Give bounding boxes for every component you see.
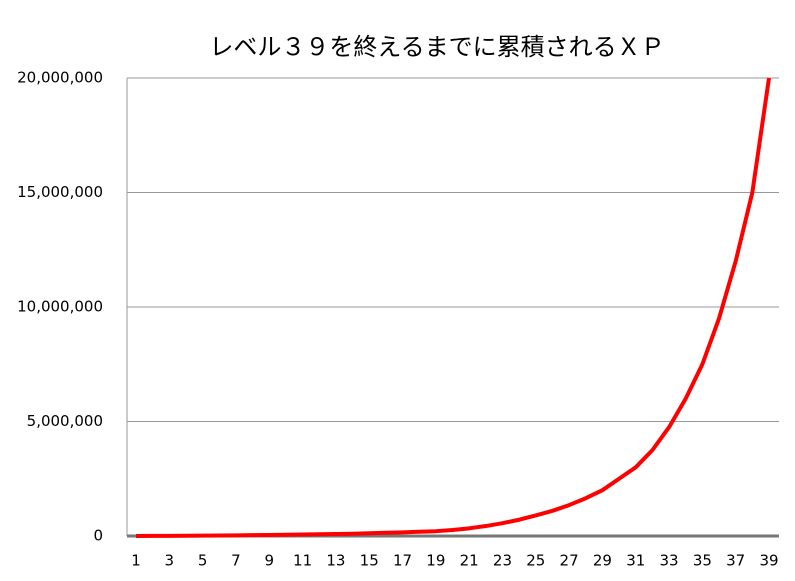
y-tick-label: 20,000,000 (17, 69, 103, 87)
x-tick-label: 23 (493, 552, 512, 570)
x-tick-label: 21 (460, 552, 479, 570)
x-tick-label: 3 (165, 552, 175, 570)
x-tick-label: 15 (360, 552, 379, 570)
y-tick-label: 0 (93, 527, 103, 545)
x-tick-label: 29 (593, 552, 612, 570)
x-tick-label: 25 (526, 552, 545, 570)
x-tick-label: 9 (264, 552, 274, 570)
x-tick-label: 37 (726, 552, 745, 570)
x-tick-label: 11 (293, 552, 312, 570)
x-tick-label: 35 (693, 552, 712, 570)
x-tick-label: 13 (326, 552, 345, 570)
x-tick-label: 19 (426, 552, 445, 570)
chart-title: レベル３９を終えるまでに累積されるＸＰ (209, 33, 664, 61)
x-tick-label: 31 (626, 552, 645, 570)
x-tick-label: 7 (231, 552, 241, 570)
y-tick-label: 15,000,000 (17, 183, 103, 201)
x-tick-label: 5 (198, 552, 208, 570)
y-tick-label: 5,000,000 (27, 412, 103, 430)
x-tick-label: 1 (131, 552, 141, 570)
x-tick-label: 27 (560, 552, 579, 570)
x-tick-label: 17 (393, 552, 412, 570)
data-line (135, 77, 771, 538)
x-tick-label: 39 (759, 552, 778, 570)
x-tick-label: 33 (660, 552, 679, 570)
y-tick-label: 10,000,000 (17, 298, 103, 316)
